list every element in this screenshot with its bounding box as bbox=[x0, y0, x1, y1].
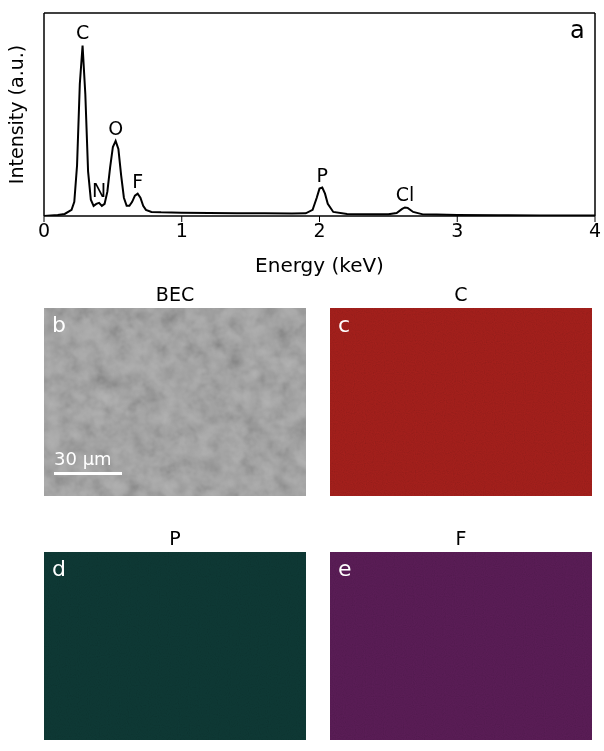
svg-text:0: 0 bbox=[38, 219, 50, 241]
svg-text:Energy (keV): Energy (keV) bbox=[255, 253, 384, 277]
html-text:BEC: BEC bbox=[155, 283, 195, 305]
svg-text:F: F bbox=[132, 170, 143, 192]
html-text:d: d bbox=[52, 556, 66, 581]
svg-text:3: 3 bbox=[451, 219, 463, 241]
html-text:P: P bbox=[169, 527, 181, 549]
svg-text:Cl: Cl bbox=[396, 183, 415, 205]
html-text:c: c bbox=[338, 312, 351, 337]
html-text:b: b bbox=[52, 312, 66, 337]
svg-text:N: N bbox=[92, 179, 106, 201]
svg-text:C: C bbox=[76, 21, 89, 43]
svg-text:2: 2 bbox=[313, 219, 325, 241]
html-text:e: e bbox=[338, 556, 352, 581]
html-text:a: a bbox=[570, 16, 585, 44]
svg-text:1: 1 bbox=[176, 219, 188, 241]
html-text:C: C bbox=[454, 283, 468, 305]
html-text:30 μm: 30 μm bbox=[54, 448, 112, 469]
svg-text:P: P bbox=[317, 164, 328, 186]
svg-text:Intensity (a.u.): Intensity (a.u.) bbox=[5, 45, 27, 184]
html-text:F: F bbox=[455, 527, 467, 549]
svg-text:4: 4 bbox=[589, 219, 601, 241]
svg-text:O: O bbox=[108, 117, 123, 139]
